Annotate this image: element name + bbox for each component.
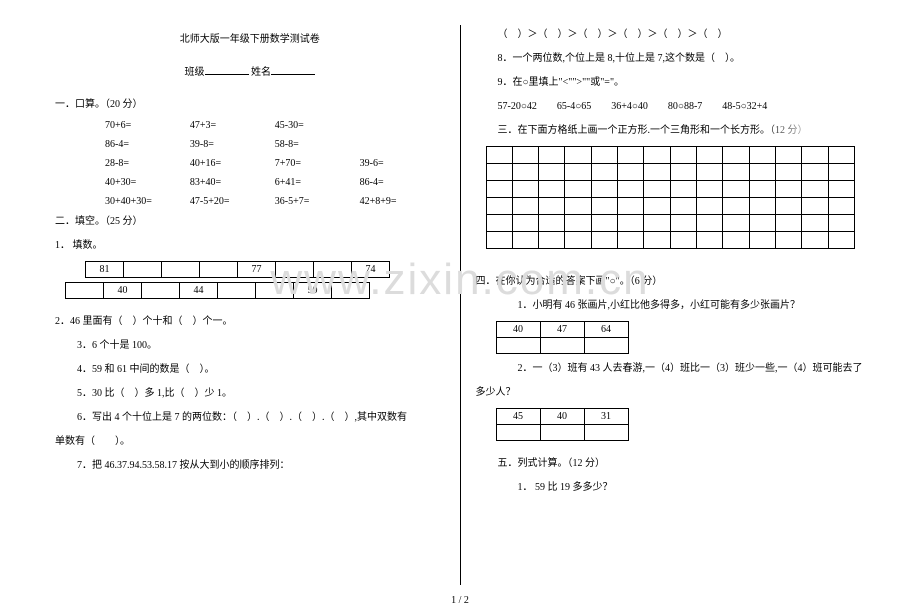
- doc-title: 北师大版一年级下册数学测试卷: [55, 30, 445, 45]
- answer-table-1: 40 47 64: [496, 321, 629, 354]
- q2-9: 9．在○里填上"<"">""或"="。: [498, 74, 866, 92]
- page-number: 1 / 2: [0, 595, 920, 606]
- seq-cell: [200, 262, 238, 278]
- page: 北师大版一年级下册数学测试卷 班级 姓名 一．口算。（20 分） 70+6= 4…: [0, 0, 920, 614]
- seq-cell: [66, 283, 104, 299]
- arith-cell: 45-30=: [275, 120, 360, 131]
- name-line: 班级 姓名: [55, 63, 445, 78]
- seq-cell: [276, 262, 314, 278]
- q2-4: 4．59 和 61 中间的数是（ ）。: [77, 361, 445, 379]
- ans-cell: 45: [496, 409, 540, 425]
- sequence-table-1: 81 77 74: [85, 261, 390, 278]
- seq-cell: [256, 283, 294, 299]
- arith-cell: 36-5+7=: [275, 196, 360, 207]
- seq-cell: [124, 262, 162, 278]
- left-column: 北师大版一年级下册数学测试卷 班级 姓名 一．口算。（20 分） 70+6= 4…: [40, 20, 460, 604]
- seq-cell: 50: [294, 283, 332, 299]
- grid-paper: [486, 146, 856, 249]
- q2-1: 1． 填数。: [55, 237, 445, 255]
- q2-7: 7．把 46.37.94.53.58.17 按从大到小的顺序排列：: [77, 457, 445, 475]
- sequence-table-2: 40 44 50: [65, 282, 370, 299]
- q4-1: 1．小明有 46 张画片,小红比他多得多，小红可能有多少张画片？: [518, 297, 866, 315]
- answer-table-2: 45 40 31: [496, 408, 629, 441]
- seq-cell: 44: [180, 283, 218, 299]
- arith-cell: [360, 120, 445, 131]
- arith-cell: 42+8+9=: [360, 196, 445, 207]
- arith-cell: 39-8=: [190, 139, 275, 150]
- name-blank: [271, 64, 315, 75]
- seq-cell: 74: [352, 262, 390, 278]
- class-label: 班级: [185, 67, 205, 78]
- arith-cell: 40+16=: [190, 158, 275, 169]
- section1-title: 一．口算。（20 分）: [55, 96, 445, 114]
- q2-6a: 6．写出 4 个十位上是 7 的两位数：（ ）.（ ）.（ ）.（ ）,其中双数…: [77, 409, 445, 427]
- arith-cell: 28-8=: [105, 158, 190, 169]
- seq-cell: 77: [238, 262, 276, 278]
- section5-title: 五．列式计算。（12 分）: [498, 455, 866, 473]
- ans-cell: 47: [540, 322, 584, 338]
- q2-6b: 单数有（ ）。: [55, 433, 445, 451]
- seq-cell: 40: [104, 283, 142, 299]
- ans-cell: 40: [540, 409, 584, 425]
- seq-cell: [314, 262, 352, 278]
- ans-cell: 31: [584, 409, 628, 425]
- q2-8: 8．一个两位数,个位上是 8,十位上是 7,这个数是（ ）。: [498, 50, 866, 68]
- seq-cell: [142, 283, 180, 299]
- arith-cell: 86-4=: [360, 177, 445, 188]
- ans-cell: 64: [584, 322, 628, 338]
- q2-7b: （ ）＞（ ）＞（ ）＞（ ）＞（ ）＞（ ）: [498, 26, 866, 44]
- arith-cell: 6+41=: [275, 177, 360, 188]
- arith-cell: [360, 139, 445, 150]
- q2-5: 5．30 比（ ）多 1,比（ ）少 1。: [77, 385, 445, 403]
- arith-cell: 83+40=: [190, 177, 275, 188]
- q2-9b: 57-20○42 65-4○65 36+4○40 80○88-7 48-5○32…: [498, 98, 866, 116]
- arith-cell: 70+6=: [105, 120, 190, 131]
- seq-cell: [332, 283, 370, 299]
- section4-title: 四．在你认为合适的答案下画"○"。（6 分）: [476, 273, 866, 291]
- arith-cell: 86-4=: [105, 139, 190, 150]
- arith-cell: 58-8=: [275, 139, 360, 150]
- arith-cell: 7+70=: [275, 158, 360, 169]
- arith-cell: 47+3=: [190, 120, 275, 131]
- arith-cell: 40+30=: [105, 177, 190, 188]
- q4-2b: 多少人？: [476, 384, 866, 402]
- arithmetic-grid: 70+6= 47+3= 45-30= 86-4= 39-8= 58-8= 28-…: [105, 120, 445, 207]
- arith-cell: 47-5+20=: [190, 196, 275, 207]
- class-blank: [205, 64, 249, 75]
- seq-cell: [162, 262, 200, 278]
- section3-title: 三．在下面方格纸上画一个正方形.一个三角形和一个长方形。（12 分）: [498, 122, 866, 140]
- seq-cell: 81: [86, 262, 124, 278]
- arith-cell: 39-6=: [360, 158, 445, 169]
- ans-cell: 40: [496, 322, 540, 338]
- q2-2: 2．46 里面有（ ）个十和（ ）个一。: [55, 313, 445, 331]
- seq-cell: [218, 283, 256, 299]
- q5-1: 1． 59 比 19 多多少？: [518, 479, 866, 497]
- q2-3: 3．6 个十是 100。: [77, 337, 445, 355]
- q4-2a: 2．一（3）班有 43 人去春游,一（4）班比一（3）班少一些,一（4）班可能去…: [518, 360, 866, 378]
- name-label: 姓名: [251, 67, 271, 78]
- right-column: （ ）＞（ ）＞（ ）＞（ ）＞（ ）＞（ ） 8．一个两位数,个位上是 8,十…: [461, 20, 881, 604]
- section2-title: 二．填空。（25 分）: [55, 213, 445, 231]
- arith-cell: 30+40+30=: [105, 196, 190, 207]
